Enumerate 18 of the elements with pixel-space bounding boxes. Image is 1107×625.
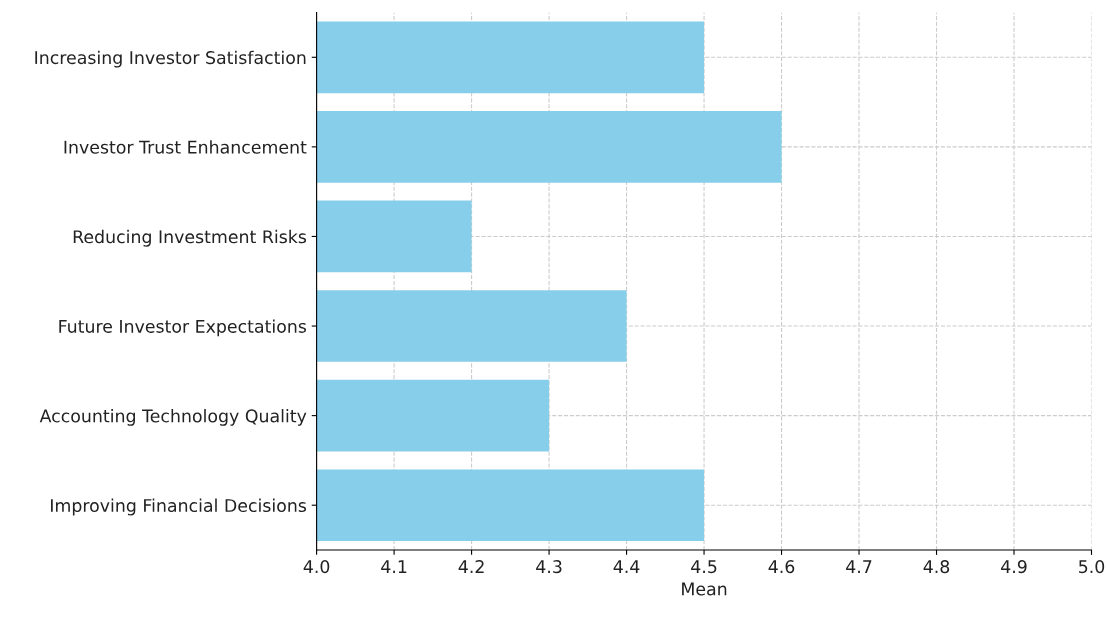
x-tick-label: 4.4: [613, 560, 640, 573]
x-tick-label: 4.6: [768, 560, 795, 574]
x-tick-label: 4.0: [303, 560, 330, 574]
x-tick-label: 4.5: [691, 560, 717, 574]
x-tick-label: 4.9: [1001, 560, 1027, 574]
x-tick-label: 4.7: [846, 560, 872, 573]
y-tick-label: Reducing Investment Risks: [73, 229, 307, 247]
y-tick-label: Improving Financial Decisions: [51, 498, 307, 516]
x-tick-label: 5.0: [1079, 560, 1105, 574]
y-tick-label: Investor Trust Enhancement: [64, 140, 307, 154]
x-tick-label: 4.8: [923, 560, 950, 574]
y-tick-label: Accounting Technology Quality: [39, 409, 307, 426]
x-axis-title: Mean: [682, 582, 727, 596]
x-tick-label: 4.3: [536, 560, 562, 574]
x-tick-label: 4.1: [381, 560, 407, 573]
y-tick-label: Future Investor Expectations: [59, 319, 307, 337]
x-tick-label: 4.2: [458, 560, 484, 573]
y-tick-label: Increasing Investor Satisfaction: [35, 50, 306, 68]
